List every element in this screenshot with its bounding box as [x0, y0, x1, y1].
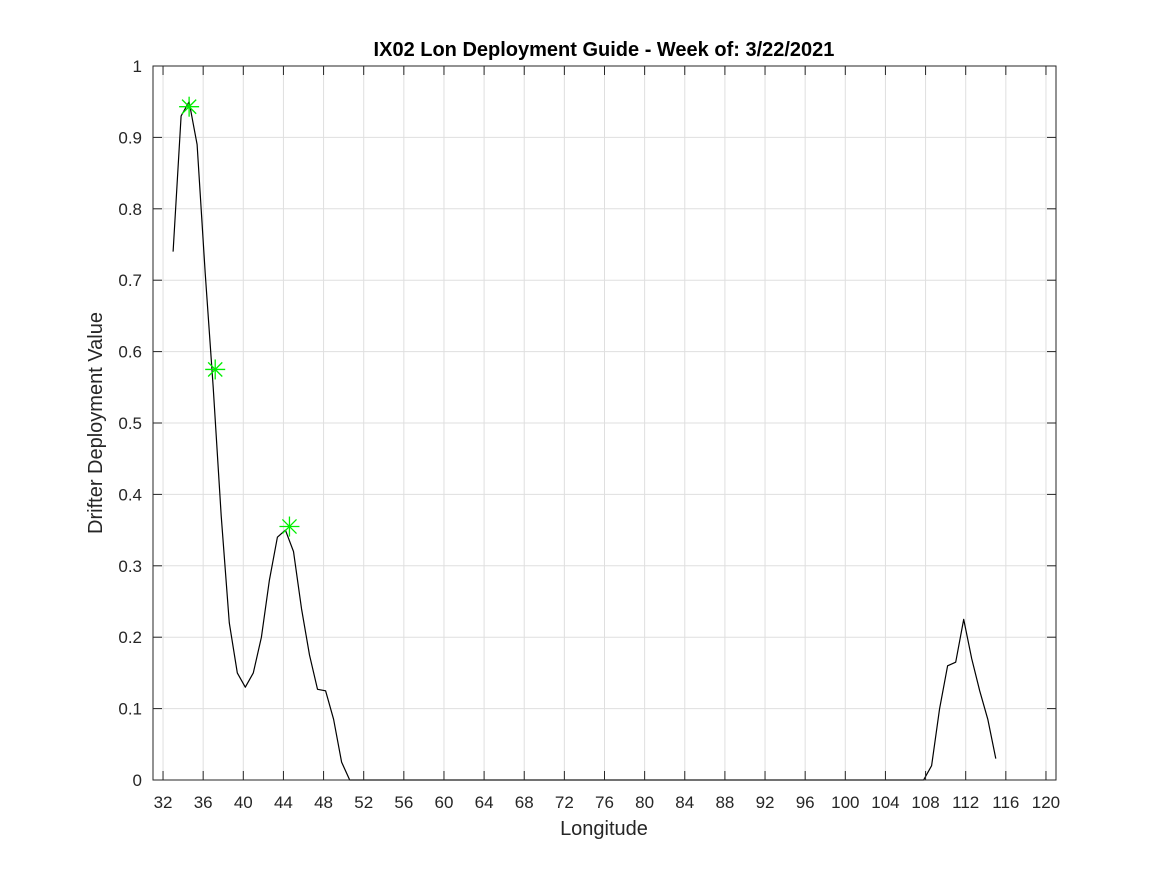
- asterisk-marker: [279, 516, 300, 537]
- x-tick-label: 72: [555, 793, 574, 812]
- y-tick-label: 1: [133, 57, 142, 76]
- x-tick-label: 80: [635, 793, 654, 812]
- x-tick-label: 44: [274, 793, 293, 812]
- y-tick-label: 0: [133, 771, 142, 790]
- x-tick-label: 68: [515, 793, 534, 812]
- data-line: [172, 101, 997, 781]
- y-tick-label: 0.1: [118, 700, 142, 719]
- x-tick-label: 100: [831, 793, 859, 812]
- x-tick-label: 104: [871, 793, 899, 812]
- y-tick-label: 0.2: [118, 628, 142, 647]
- x-tick-label: 36: [194, 793, 213, 812]
- x-tick-label: 40: [234, 793, 253, 812]
- y-tick-label: 0.3: [118, 557, 142, 576]
- x-tick-label: 116: [992, 793, 1019, 812]
- y-tick-label: 0.6: [118, 343, 142, 362]
- x-axis-title: Longitude: [560, 818, 648, 840]
- x-tick-label: 32: [154, 793, 173, 812]
- y-tick-label: 0.7: [118, 271, 142, 290]
- x-tick-label: 64: [475, 793, 494, 812]
- x-tick-label: 48: [314, 793, 333, 812]
- x-tick-label: 120: [1032, 793, 1060, 812]
- y-axis-title: Drifter Deployment Value: [85, 312, 107, 534]
- x-tick-label: 112: [952, 793, 979, 812]
- x-tick-label: 108: [911, 793, 939, 812]
- x-tick-label: 84: [675, 793, 694, 812]
- data-layer: [172, 96, 997, 781]
- y-tick-label: 0.4: [118, 485, 142, 504]
- x-tick-label: 92: [756, 793, 775, 812]
- x-tick-label: 76: [595, 793, 614, 812]
- x-tick-label: 88: [715, 793, 734, 812]
- y-tick-label: 0.5: [118, 414, 142, 433]
- asterisk-marker: [205, 359, 226, 380]
- ticks: 32 36 40 44 48 52 56 60 64 68 72 76 80 84 88 92 96 100 104…: [118, 57, 1060, 812]
- x-tick-label: 52: [354, 793, 373, 812]
- grid: [153, 65, 1056, 781]
- x-tick-label: 60: [435, 793, 454, 812]
- asterisk-marker: [179, 96, 200, 117]
- x-tick-label: 56: [394, 793, 413, 812]
- x-tick-label: 96: [796, 793, 815, 812]
- chart-title: IX02 Lon Deployment Guide - Week of: 3/2…: [374, 39, 835, 61]
- y-tick-label: 0.9: [118, 128, 142, 147]
- y-tick-label: 0.8: [118, 200, 142, 219]
